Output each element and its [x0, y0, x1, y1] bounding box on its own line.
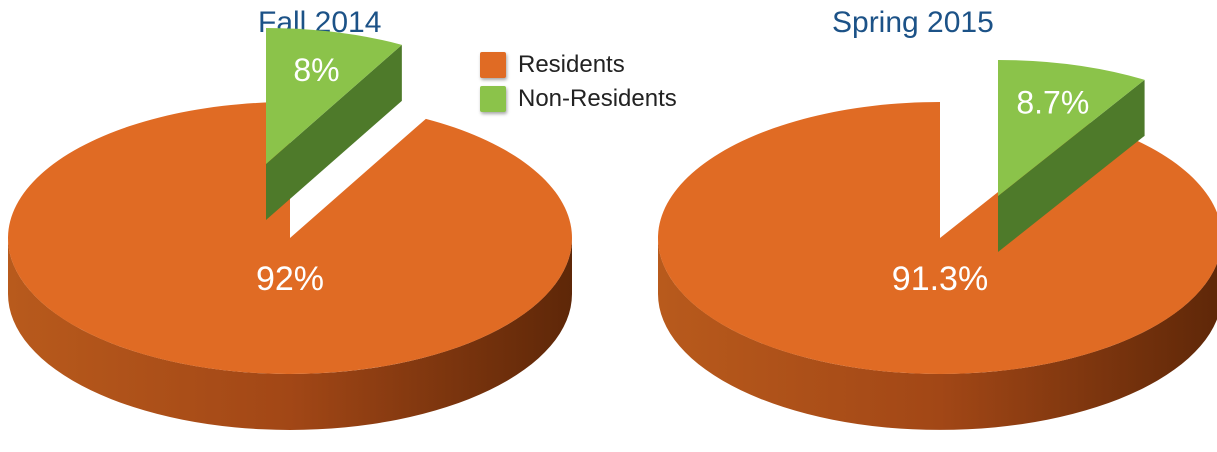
- pie-chart-1: 91.3% 8.7%: [658, 60, 1217, 430]
- data-label-non-residents-1: 8.7%: [1016, 85, 1089, 121]
- pie-side-residents-1: [658, 238, 1217, 430]
- pie-side-residents-0: [8, 238, 572, 430]
- data-label-non-residents-0: 8%: [293, 52, 339, 88]
- data-label-residents-0: 92%: [256, 260, 324, 298]
- pie-slice-non-residents-1: [998, 60, 1145, 252]
- legend-item-non-residents: Non-Residents: [480, 82, 677, 116]
- pie-slice-residents-0: [7, 102, 573, 375]
- legend: Residents Non-Residents: [480, 48, 677, 116]
- legend-label-residents: Residents: [518, 51, 625, 78]
- legend-swatch-non-residents: [480, 86, 506, 112]
- legend-label-non-residents: Non-Residents: [518, 85, 677, 112]
- pie-chart-0: 92% 8%: [7, 28, 573, 430]
- legend-swatch-residents: [480, 52, 506, 78]
- data-label-residents-1: 91.3%: [892, 260, 988, 298]
- pie-slice-non-residents-0: [266, 28, 402, 220]
- chart-title-spring-2015: Spring 2015: [832, 6, 994, 39]
- legend-item-residents: Residents: [480, 48, 677, 82]
